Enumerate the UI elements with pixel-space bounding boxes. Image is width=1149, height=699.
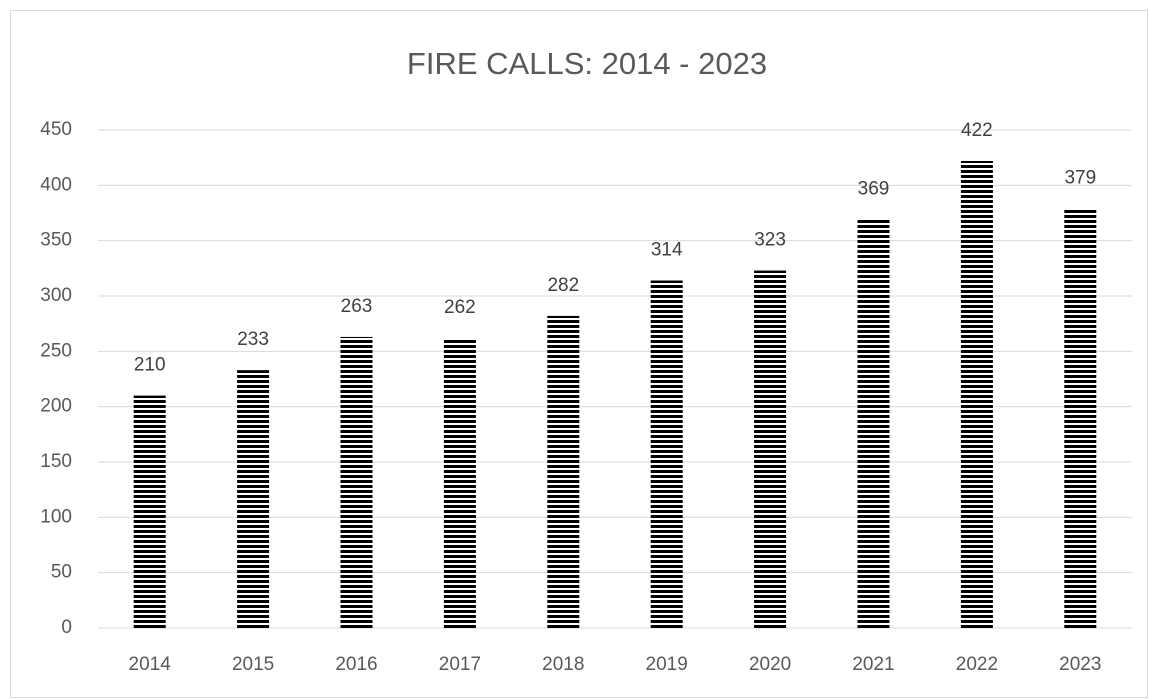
data-label: 369 bbox=[858, 179, 890, 200]
bar bbox=[960, 160, 993, 628]
y-tick-label: 200 bbox=[40, 396, 72, 417]
data-label: 210 bbox=[134, 355, 166, 376]
y-tick-label: 150 bbox=[40, 451, 72, 472]
data-label: 422 bbox=[961, 120, 993, 141]
y-tick-label: 100 bbox=[40, 506, 72, 527]
y-tick-label: 50 bbox=[51, 562, 72, 583]
data-label: 233 bbox=[237, 329, 269, 350]
bar bbox=[1064, 208, 1097, 628]
bar bbox=[237, 370, 270, 628]
data-label: 262 bbox=[444, 297, 476, 318]
y-tick-label: 0 bbox=[61, 617, 72, 638]
x-tick-label: 2021 bbox=[852, 654, 894, 675]
x-tick-label: 2014 bbox=[129, 654, 172, 675]
x-tick-label: 2018 bbox=[542, 654, 584, 675]
x-tick-label: 2023 bbox=[1059, 654, 1101, 675]
bar bbox=[754, 270, 787, 628]
y-tick-label: 450 bbox=[40, 119, 72, 140]
chart-title: FIRE CALLS: 2014 - 2023 bbox=[407, 46, 767, 81]
x-tick-label: 2019 bbox=[646, 654, 688, 675]
data-label: 323 bbox=[754, 230, 786, 251]
x-tick-label: 2016 bbox=[335, 654, 377, 675]
x-tick-label: 2022 bbox=[956, 654, 998, 675]
data-label: 314 bbox=[651, 240, 683, 261]
data-label: 379 bbox=[1064, 168, 1096, 189]
bar bbox=[650, 280, 683, 628]
bar bbox=[133, 395, 166, 628]
bar bbox=[547, 315, 580, 628]
y-tick-label: 300 bbox=[40, 285, 72, 306]
data-label: 282 bbox=[547, 275, 579, 296]
bar bbox=[857, 219, 890, 628]
data-label: 263 bbox=[341, 296, 373, 317]
y-tick-label: 350 bbox=[40, 230, 72, 251]
bar bbox=[443, 338, 476, 628]
y-tick-label: 250 bbox=[40, 340, 72, 361]
x-tick-label: 2020 bbox=[749, 654, 791, 675]
y-tick-label: 400 bbox=[40, 174, 72, 195]
x-tick-label: 2017 bbox=[439, 654, 481, 675]
x-tick-label: 2015 bbox=[232, 654, 274, 675]
bar bbox=[340, 336, 373, 628]
